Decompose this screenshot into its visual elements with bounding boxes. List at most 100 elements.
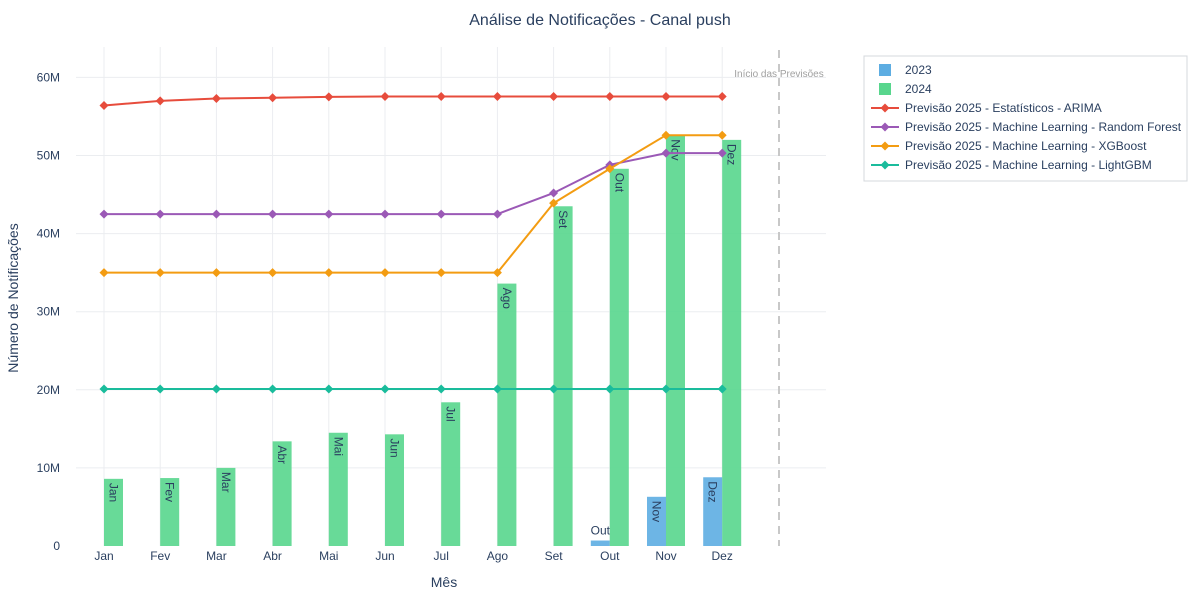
series-line-1 (104, 152, 723, 216)
series-point-2 (661, 130, 671, 140)
bar-data-label: Jul (444, 406, 458, 421)
forecast-start-annotation: Início das Previsões (734, 69, 824, 80)
series-point-0 (380, 92, 390, 102)
series-point-3 (605, 384, 615, 394)
series-point-0 (717, 92, 727, 102)
bar-data-label: Mar (219, 472, 233, 493)
bar-2024-Nov (666, 135, 685, 546)
series-point-1 (268, 209, 278, 219)
series-point-1 (717, 148, 727, 158)
bar-data-label: Set (556, 210, 570, 229)
series-point-3 (436, 384, 446, 394)
series-point-2 (717, 130, 727, 140)
bar-data-label: Dez (725, 144, 739, 165)
bar-2023-Dez (703, 477, 723, 546)
series-point-3 (549, 384, 559, 394)
bar-data-label: Mai (331, 437, 345, 456)
series-point-2 (436, 268, 446, 278)
series-point-3 (717, 384, 727, 394)
legend: 2023 2024 Previsão 2025 - Estatísticos - A… (863, 55, 1188, 182)
y-axis-ticks: 0 10M 20M 30M 40M 50M 60M (37, 70, 61, 553)
series-point-2 (211, 268, 221, 278)
x-tick-label: Jan (94, 549, 113, 563)
series-point-1 (549, 188, 559, 198)
y-tick-label: 10M (37, 461, 60, 475)
series-line-2 (104, 134, 723, 274)
legend-label: 2024 (905, 82, 932, 96)
x-tick-label: Abr (263, 549, 282, 563)
y-tick-label: 0 (53, 539, 60, 553)
bar-data-label: Dez (706, 481, 720, 502)
bar-data-label: Nov (669, 139, 683, 160)
series-point-0 (99, 101, 109, 111)
legend-swatch-marker (880, 122, 890, 132)
series-point-1 (436, 209, 446, 219)
x-tick-label: Mar (206, 549, 227, 563)
legend-swatch-bar (879, 64, 891, 76)
bar-data-label: Jun (388, 438, 402, 457)
x-tick-label: Jun (375, 549, 394, 563)
x-tick-label: Mai (319, 549, 338, 563)
series-point-2 (155, 268, 165, 278)
x-axis-label: Mês (431, 574, 457, 590)
series-point-2 (324, 268, 334, 278)
y-axis-label: Número de Notificações (5, 223, 21, 372)
series-point-3 (324, 384, 334, 394)
series-point-1 (492, 209, 502, 219)
series-point-2 (549, 198, 559, 208)
series-point-0 (155, 96, 165, 106)
legend-box (863, 55, 1188, 182)
y-tick-label: 60M (37, 70, 60, 84)
series-point-0 (605, 92, 615, 102)
bar-2024-Jan (104, 478, 123, 546)
legend-swatch-marker (880, 103, 890, 113)
annotation-layer: Início das Previsões (734, 50, 824, 546)
bar-layer: Out Nov Dez Jan Fev Mar Abr Mai Jun Jul Ago Set Out N… (104, 135, 742, 547)
x-tick-label: Jul (434, 549, 449, 563)
series-point-0 (661, 92, 671, 102)
x-axis-ticks: Jan Fev Mar Abr Mai Jun Jul Ago Set Out Nov Dez (94, 549, 733, 563)
y-tick-label: 20M (37, 383, 60, 397)
series-point-3 (380, 384, 390, 394)
series-point-3 (211, 384, 221, 394)
series-point-3 (661, 384, 671, 394)
legend-swatch-bar (879, 83, 891, 95)
bar-data-label: Nov (650, 501, 664, 522)
series-point-1 (99, 209, 109, 219)
bar-2024-Mar (216, 467, 236, 546)
bar-data-label: Out (591, 524, 611, 538)
legend-swatch-marker (880, 160, 890, 170)
bar-2024-Jun (385, 434, 404, 546)
series-point-3 (268, 384, 278, 394)
y-tick-label: 50M (37, 149, 60, 163)
x-tick-label: Nov (655, 549, 676, 563)
bar-data-label: Out (612, 173, 626, 193)
series-point-3 (492, 384, 502, 394)
bar-data-label: Abr (275, 445, 289, 464)
series-point-1 (661, 148, 671, 158)
series-point-1 (380, 209, 390, 219)
x-tick-label: Out (600, 549, 620, 563)
legend-label: Previsão 2025 - Machine Learning - XGBoo… (905, 139, 1147, 153)
legend-label: 2023 (905, 63, 932, 77)
legend-swatch-marker (880, 141, 890, 151)
bar-2023-Out (590, 540, 610, 546)
series-point-3 (155, 384, 165, 394)
series-point-2 (380, 268, 390, 278)
bar-2024-Fev (160, 478, 180, 546)
series-point-3 (99, 384, 109, 394)
x-tick-label: Set (545, 549, 564, 563)
bar-2024-Mai (328, 432, 348, 546)
x-tick-label: Dez (712, 549, 733, 563)
chart-title: Análise de Notificações - Canal push (469, 12, 730, 29)
bar-2024-Jul (441, 402, 461, 546)
series-point-1 (211, 209, 221, 219)
bar-data-label: Fev (163, 482, 177, 502)
series-point-2 (605, 164, 615, 174)
series-point-0 (268, 93, 278, 103)
bar-data-label: Jan (107, 483, 121, 502)
y-tick-label: 40M (37, 227, 60, 241)
bar-2024-Out (609, 168, 629, 547)
series-point-0 (324, 92, 334, 102)
